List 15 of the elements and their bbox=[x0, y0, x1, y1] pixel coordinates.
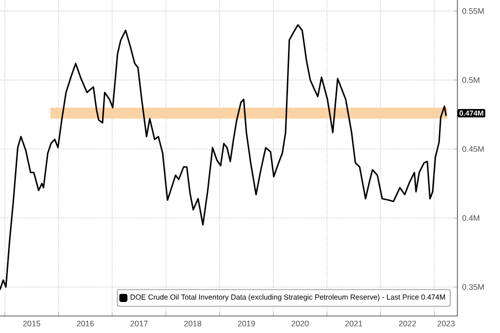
y-tick-label: 0.35M bbox=[462, 284, 484, 290]
x-tick-label: 2015 bbox=[23, 320, 40, 326]
y-tick-label: 0.5M bbox=[462, 77, 480, 83]
x-tick-label: 2020 bbox=[292, 320, 309, 326]
x-tick-label: 2022 bbox=[398, 320, 416, 326]
x-tick-label: 2018 bbox=[184, 320, 202, 326]
x-tick-label: 2019 bbox=[238, 320, 255, 326]
x-tick-label: 2016 bbox=[76, 320, 94, 326]
x-tick-label: 2023 bbox=[438, 320, 455, 326]
line-series bbox=[0, 24, 447, 291]
y-tick-label: 0.45M bbox=[462, 146, 484, 152]
x-tick-label: 2017 bbox=[130, 320, 148, 326]
x-tick-label: 2021 bbox=[345, 320, 362, 326]
y-tick-label: 0.4M bbox=[462, 215, 480, 221]
y-tick-label: 0.55M bbox=[462, 8, 484, 14]
